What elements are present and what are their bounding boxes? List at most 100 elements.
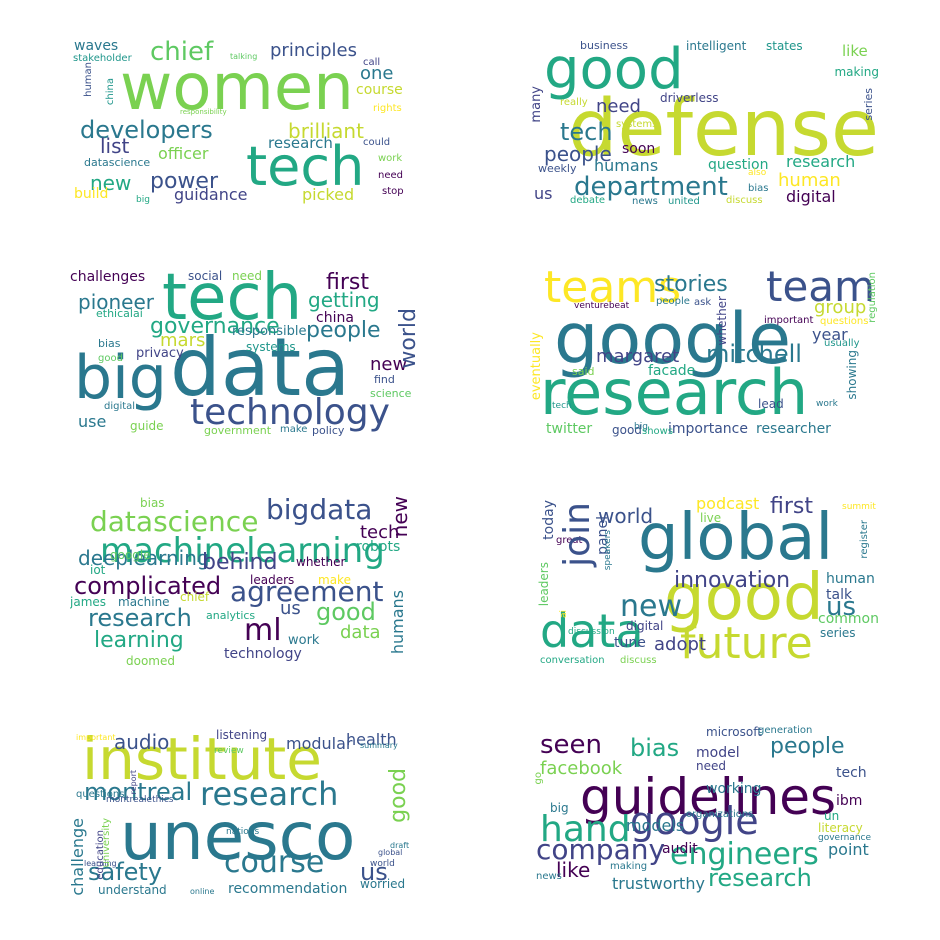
cloud-word: research [540,356,809,429]
cloud-word: making [834,65,879,79]
word-cloud-7: institute unesco research montreal course saf… [70,722,420,897]
cloud-word: machine [118,595,170,609]
cloud-word: series [820,626,856,640]
cloud-word: talk [826,587,853,603]
cloud-word: ai [559,610,569,619]
cloud-word: work [816,399,838,409]
cloud-word: organizations [686,809,754,820]
cloud-word: datascience [90,505,259,538]
word-cloud-5: machinelearning datascience bigdata agreeme… [70,492,420,667]
cloud-word: governance [150,314,280,339]
cloud-word: good [612,423,642,437]
cloud-word: ask [694,297,712,308]
cloud-word: social [188,269,223,283]
cloud-word: people [770,734,845,759]
cloud-word: mitchell [706,340,802,368]
cloud-word: use [78,412,107,431]
cloud-word: like [556,858,591,882]
cloud-word: year [812,325,848,344]
cloud-word: leaders [250,573,295,587]
cloud-word: chief [150,37,214,67]
cloud-word: talking [230,52,258,61]
cloud-word: need [378,170,403,181]
cloud-word: tech [560,118,613,146]
cloud-word: business [580,39,628,52]
cloud-word: robots [356,539,401,555]
cloud-word: machinelearning [100,531,385,571]
cloud-word: innovation [674,568,791,593]
cloud-word: listening [216,728,268,742]
cloud-word: us [280,598,301,619]
cloud-word: government [204,424,272,437]
cloud-word: digital [626,619,664,633]
cloud-word: join [557,502,598,567]
cloud-word: point [828,840,869,859]
cloud-word: soon [622,141,656,157]
cloud-word: responsibility [180,108,227,116]
cloud-word: rights [373,103,402,114]
cloud-word: stop [382,186,404,197]
cloud-word: research [200,775,339,813]
cloud-word: tech [162,262,303,335]
cloud-word: seen [540,730,603,760]
cloud-word: us [826,592,857,622]
cloud-word: google [630,799,759,843]
cloud-word: importance [668,421,748,437]
cloud-word: humans [594,156,659,175]
cloud-word: margaret [596,346,680,367]
cloud-word: work [288,633,320,648]
cloud-word: call [363,57,381,68]
cloud-word: challenge [70,818,87,896]
cloud-word: also [748,168,767,178]
cloud-word: venturebeat [574,301,630,311]
cloud-word: make [280,424,308,435]
cloud-word: behind [202,550,278,575]
cloud-word: audio [114,730,170,754]
cloud-word: first [770,494,813,519]
cloud-word: un [824,809,840,823]
cloud-word: leaders [537,562,551,607]
cloud-word: montrealethics [106,795,174,805]
cloud-word: guidelines [580,768,837,826]
cloud-word: news [536,871,562,882]
cloud-word: generation [758,725,813,736]
cloud-word: summary [360,741,398,750]
cloud-word: eventually [530,332,544,401]
cloud-word: audit [662,841,698,857]
cloud-word: complicated [74,572,222,600]
cloud-word: could [363,137,391,148]
cloud-word: first [326,270,369,295]
word-cloud-1: women tech developers chief principles brilli… [70,32,420,207]
cloud-word: build [74,186,109,202]
cloud-word: bias [748,183,769,194]
cloud-word: nations [226,827,260,837]
cloud-word: deeplearning [78,546,210,570]
cloud-word: agreement [230,575,384,608]
cloud-word: health [346,730,397,749]
cloud-word: really [560,97,588,108]
cloud-word: principles [270,40,358,61]
cloud-word: google [554,298,792,380]
cloud-word: usually [824,338,860,349]
cloud-word: institute [82,725,322,793]
cloud-word: tech [246,135,365,198]
cloud-word: systems [246,340,296,354]
cloud-word: discuss [620,655,657,666]
cloud-word: review [214,746,244,756]
cloud-word: showing [845,350,859,400]
cloud-word: guidance [174,185,248,204]
cloud-word: learning [84,859,117,868]
cloud-word: analytics [206,609,256,622]
cloud-word: many [530,86,544,123]
cloud-word: responsible [232,324,307,339]
cloud-word: world [396,308,420,369]
cloud-word: mars [160,330,206,351]
cloud-word: report [129,770,138,795]
cloud-word: model [696,745,740,761]
cloud-word: lead [758,397,784,411]
cloud-word: james [70,595,107,609]
cloud-word: humans [388,590,407,655]
word-cloud-2: good defense department tech people need human… [530,32,880,207]
cloud-word: future [680,618,813,667]
cloud-word: research [268,134,333,152]
